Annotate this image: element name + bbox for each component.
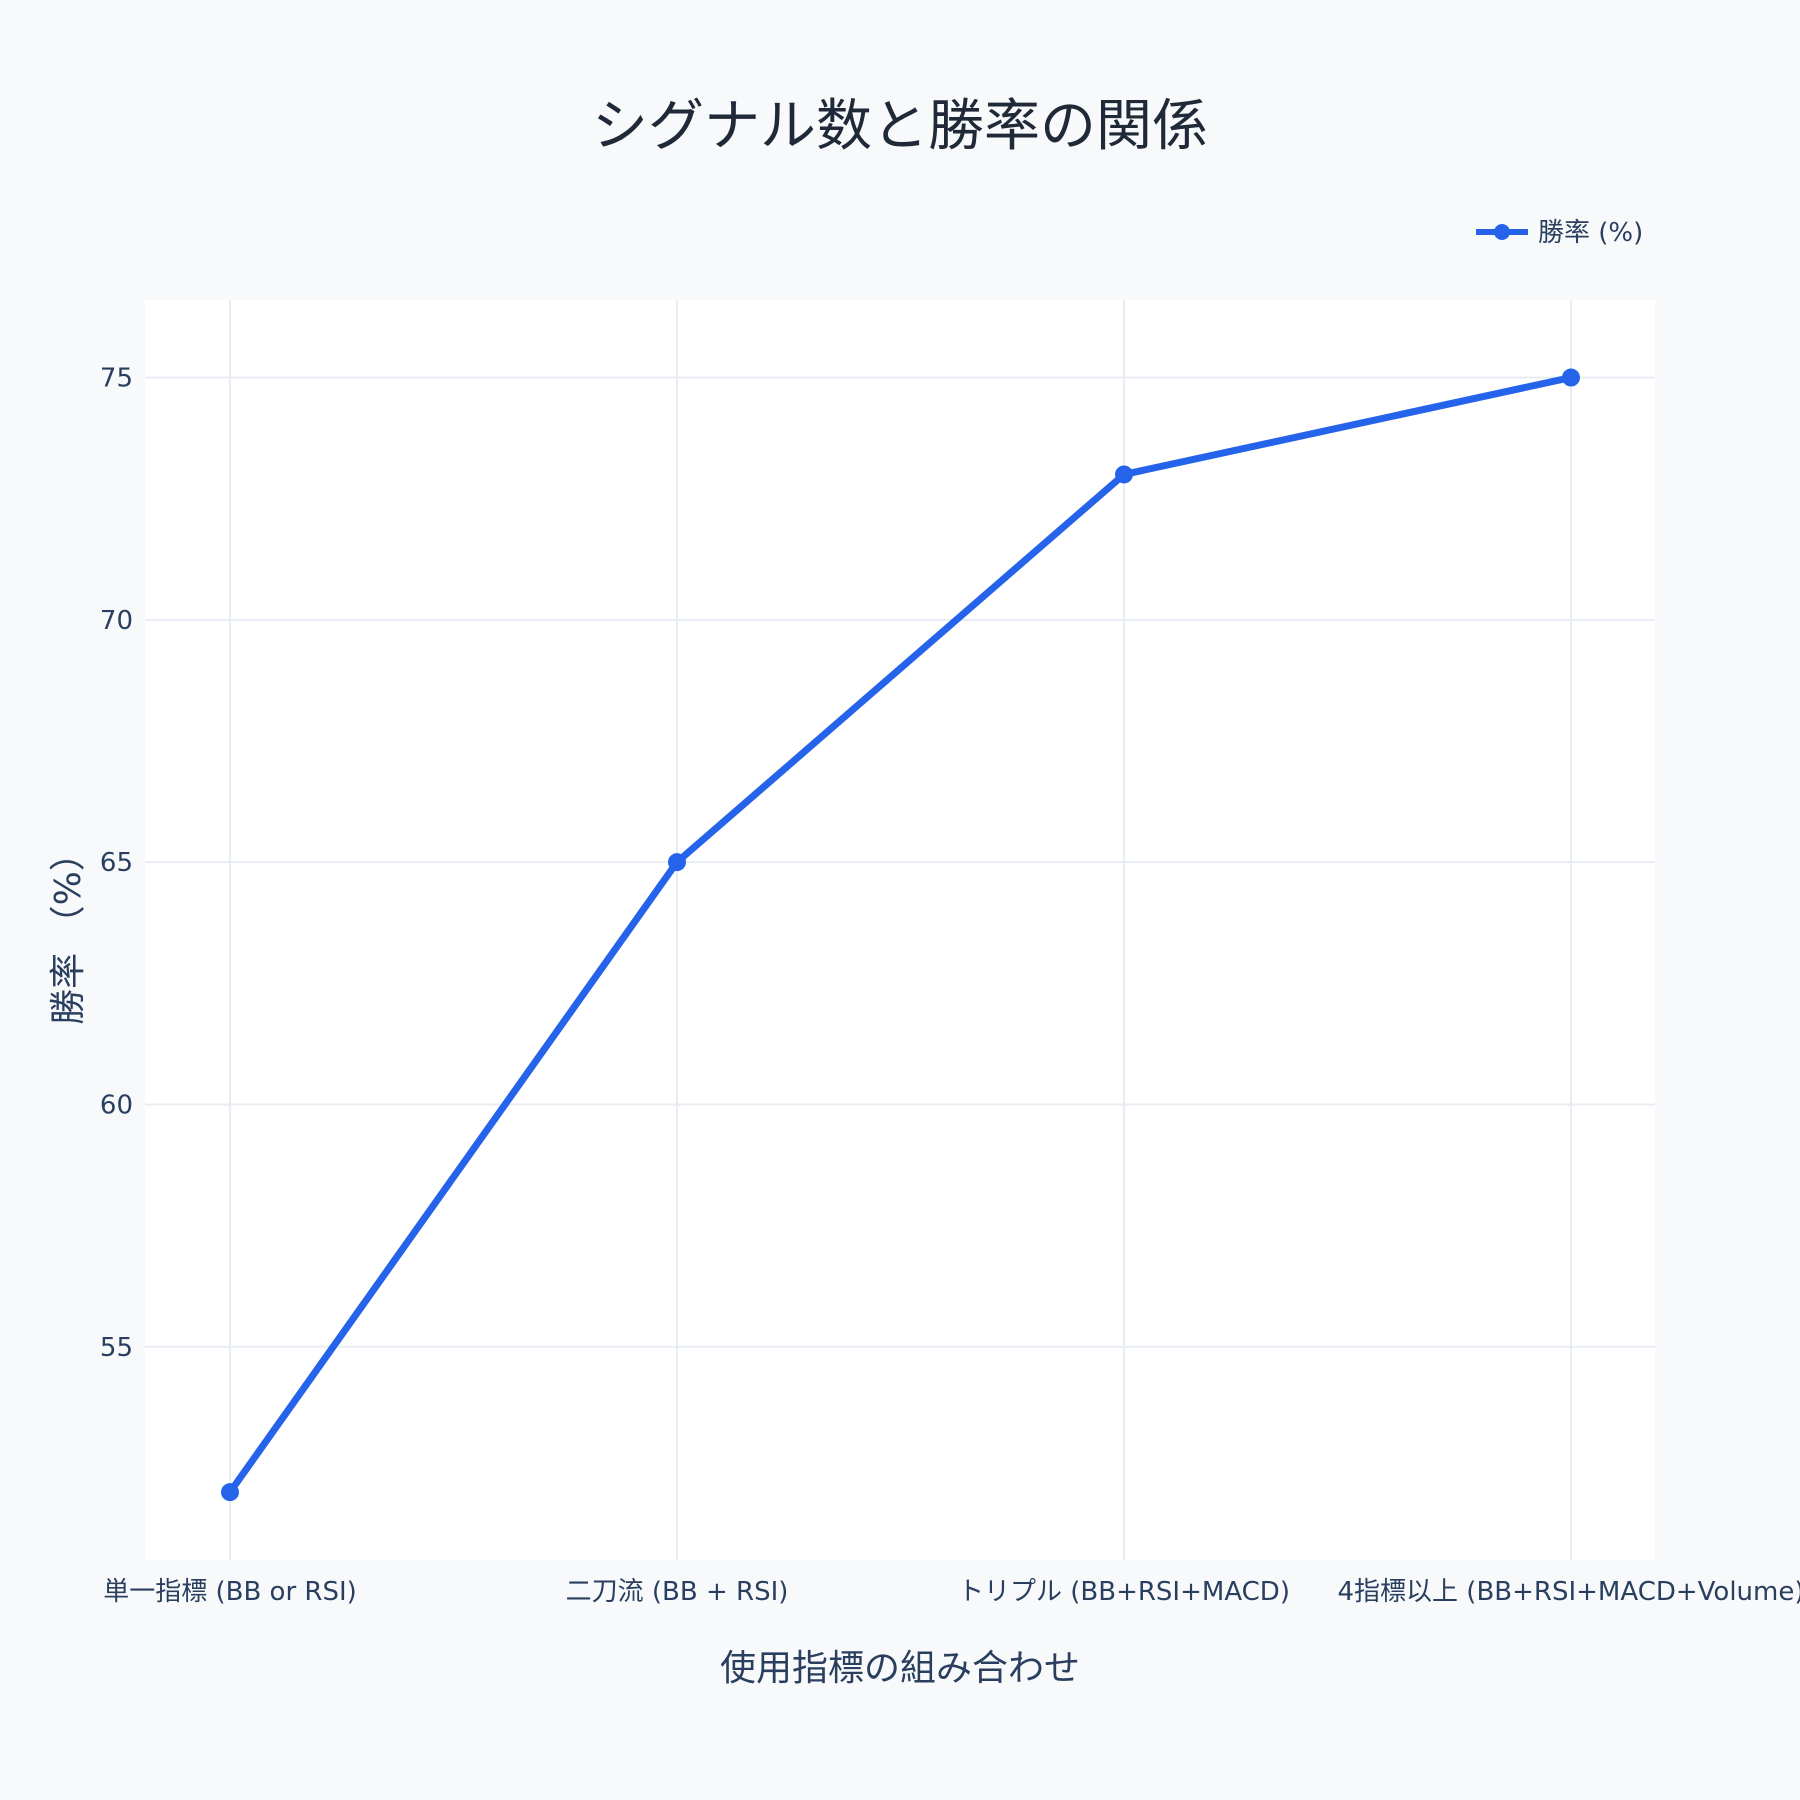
x-tick-label: 二刀流 (BB + RSI) bbox=[566, 1577, 789, 1607]
x-axis-title: 使用指標の組み合わせ bbox=[720, 1648, 1080, 1689]
y-tick-label: 60 bbox=[100, 1090, 133, 1120]
y-tick-label: 70 bbox=[100, 606, 133, 636]
y-tick-label: 65 bbox=[100, 848, 133, 878]
legend-point-marker bbox=[1494, 224, 1510, 240]
tick-layer: 55 60 65 70 75 単一指標 (BB or RSI) 二刀流 (BB + RSI)… bbox=[100, 364, 1800, 1607]
data-point[interactable] bbox=[1115, 465, 1133, 484]
legend-label: 勝率 (%) bbox=[1538, 218, 1643, 248]
data-point[interactable] bbox=[1562, 368, 1580, 387]
x-tick-label: 4指標以上 (BB+RSI+MACD+Volume) bbox=[1338, 1577, 1800, 1607]
legend[interactable]: 勝率 (%) bbox=[1476, 218, 1643, 248]
plot-area bbox=[145, 300, 1655, 1560]
chart-title: シグナル数と勝率の関係 bbox=[592, 94, 1208, 159]
series-layer bbox=[221, 368, 1580, 1502]
data-point[interactable] bbox=[221, 1483, 239, 1502]
x-tick-label: 単一指標 (BB or RSI) bbox=[103, 1577, 357, 1607]
y-tick-label: 55 bbox=[100, 1333, 133, 1363]
y-axis-title: 勝率 （%） bbox=[48, 835, 89, 1025]
series-line bbox=[226, 374, 1575, 1496]
y-tick-label: 75 bbox=[100, 364, 133, 394]
grid-layer bbox=[145, 300, 1655, 1560]
x-tick-label: トリプル (BB+RSI+MACD) bbox=[958, 1577, 1290, 1607]
data-point[interactable] bbox=[668, 853, 686, 872]
